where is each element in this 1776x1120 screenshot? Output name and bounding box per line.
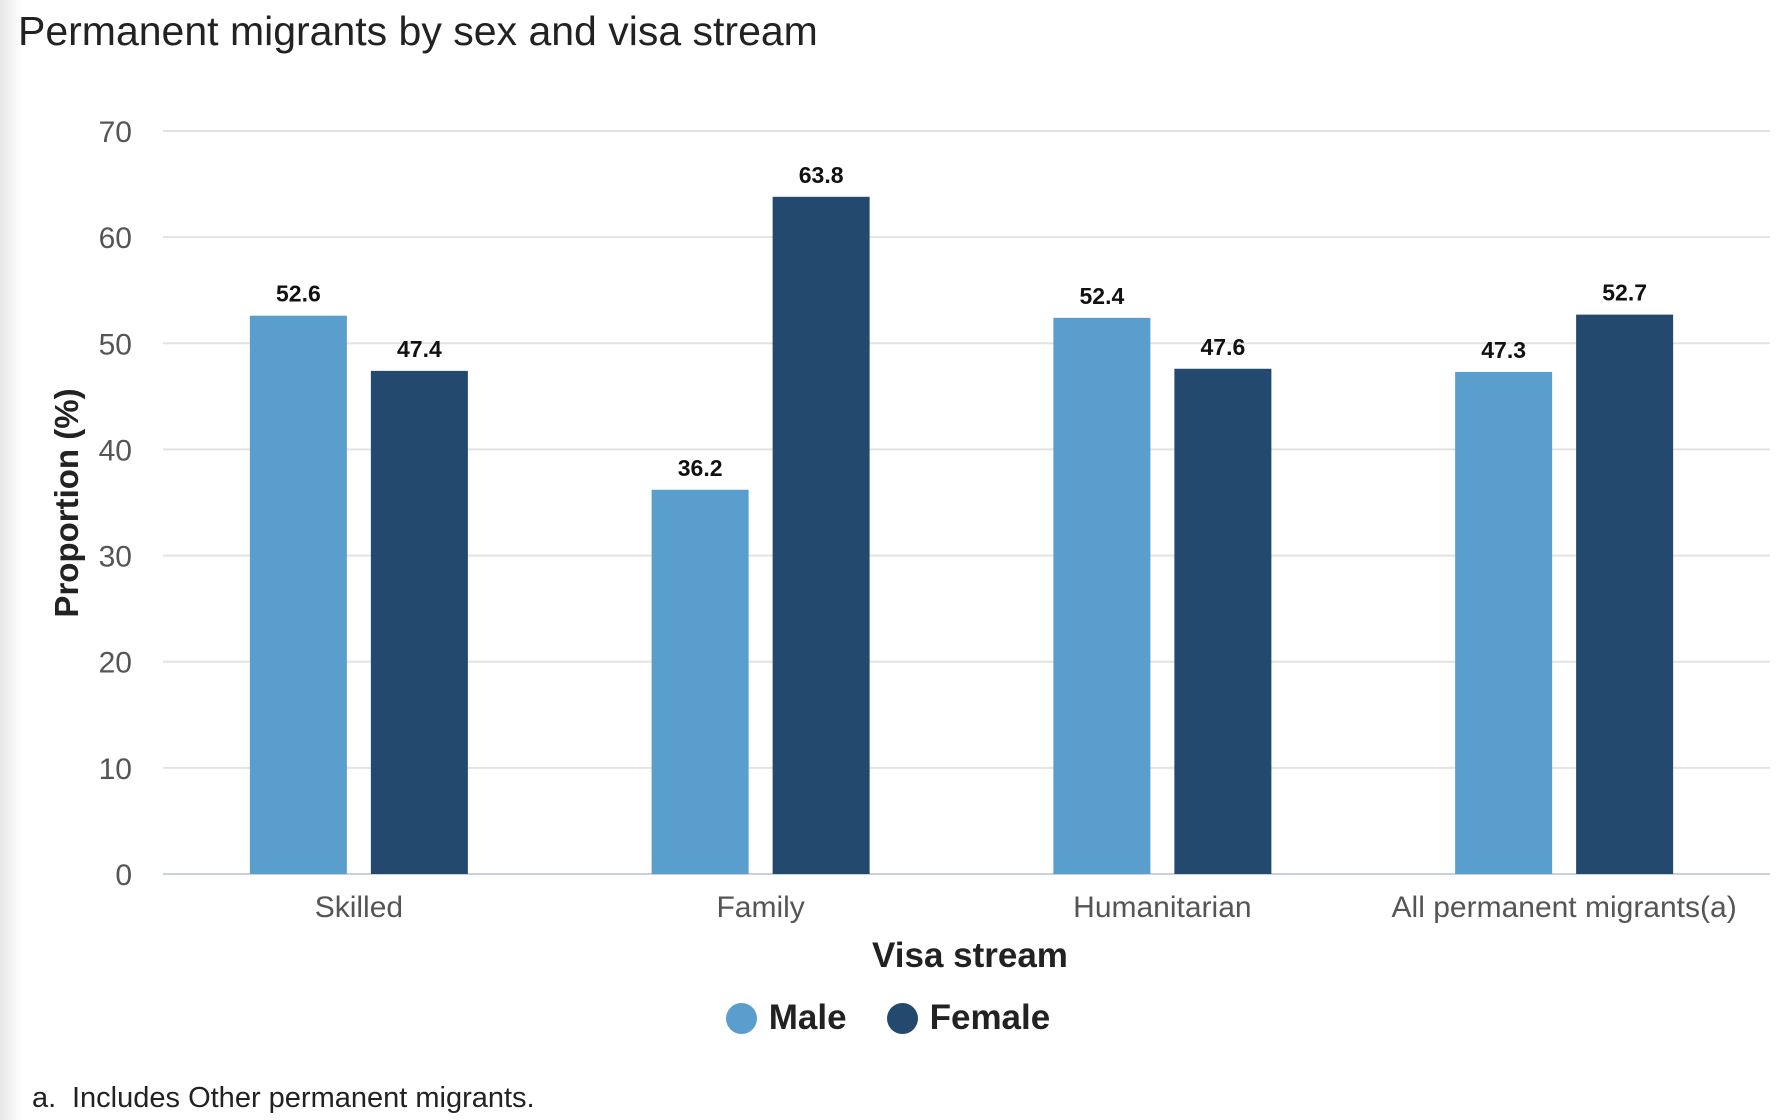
data-label-male-family: 36.2 <box>678 455 723 481</box>
bar-female-humanitarian <box>1174 368 1272 874</box>
legend-item-female[interactable]: Female <box>886 998 1051 1038</box>
x-tick-label-0: Skilled <box>315 891 403 924</box>
bar-male-skilled <box>249 315 347 874</box>
legend-swatch-male <box>725 1002 757 1034</box>
x-tick-label-1: Family <box>716 891 804 924</box>
chart-legend: Male Female <box>0 998 1776 1038</box>
data-label-female-family: 63.8 <box>799 162 844 188</box>
y-tick-label-50: 50 <box>99 328 132 361</box>
page-edge-shadow <box>0 0 22 1120</box>
bar-male-all-permanent-migrants-a <box>1455 371 1553 874</box>
y-tick-label-10: 10 <box>99 753 132 786</box>
bar-female-all-permanent-migrants-a <box>1576 314 1674 874</box>
x-tick-label-3: All permanent migrants(a) <box>1392 891 1737 924</box>
bar-male-family <box>651 489 749 874</box>
data-label-female-humanitarian: 47.6 <box>1200 334 1245 360</box>
data-label-female-skilled: 47.4 <box>397 336 442 362</box>
legend-item-male[interactable]: Male <box>725 998 847 1038</box>
data-label-male-humanitarian: 52.4 <box>1079 283 1124 309</box>
y-tick-label-30: 30 <box>99 541 132 574</box>
y-axis-title: Proportion (%) <box>48 388 85 617</box>
footnote-marker: a. <box>32 1082 57 1114</box>
data-label-male-skilled: 52.6 <box>276 281 321 307</box>
y-tick-label-0: 0 <box>115 859 132 892</box>
footnote-text: Includes Other permanent migrants. <box>72 1082 535 1114</box>
y-tick-label-60: 60 <box>99 222 132 255</box>
data-label-male-all-permanent-migrants-a: 47.3 <box>1481 337 1526 363</box>
x-tick-label-2: Humanitarian <box>1073 891 1251 924</box>
legend-swatch-female <box>886 1002 918 1034</box>
bar-female-skilled <box>370 370 468 874</box>
data-label-female-all-permanent-migrants-a: 52.7 <box>1602 280 1647 306</box>
legend-label-female: Female <box>929 998 1051 1037</box>
y-tick-label-70: 70 <box>99 116 132 149</box>
legend-label-male: Male <box>768 998 847 1037</box>
y-tick-label-40: 40 <box>99 434 132 467</box>
y-tick-label-20: 20 <box>99 647 132 680</box>
chart-title: Permanent migrants by sex and visa strea… <box>18 8 818 54</box>
bar-male-humanitarian <box>1053 317 1151 875</box>
x-axis-title: Visa stream <box>872 936 1068 975</box>
footnote: a. Includes Other permanent migrants. <box>32 1082 535 1115</box>
bar-female-family <box>772 196 870 874</box>
